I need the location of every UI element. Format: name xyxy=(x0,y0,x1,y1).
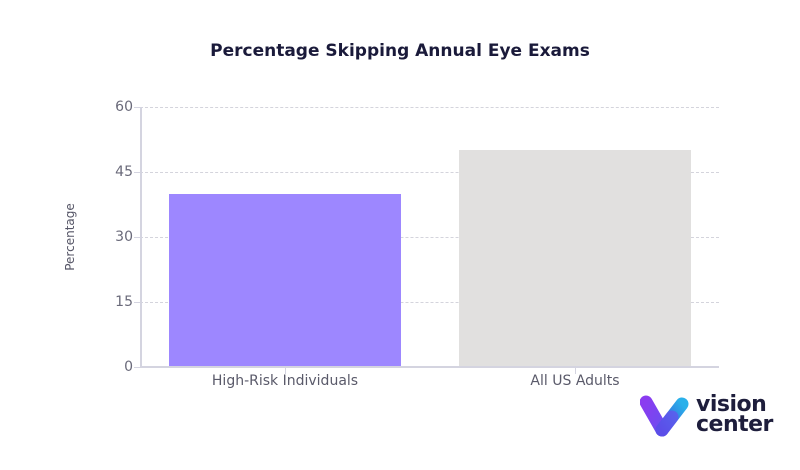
gridline-60 xyxy=(140,107,719,108)
ytick-label-30: 30 xyxy=(115,229,133,245)
ytick-45 xyxy=(134,172,140,173)
ytick-label-15: 15 xyxy=(115,294,133,310)
xtick-all-us xyxy=(575,368,576,374)
plot-area: 60 45 30 15 0 High-Risk Individuals All … xyxy=(115,99,719,389)
ytick-label-60: 60 xyxy=(115,99,133,115)
y-axis-label: Percentage xyxy=(63,203,77,271)
gridline-45 xyxy=(140,172,719,173)
gridline-15 xyxy=(140,302,719,303)
ytick-30 xyxy=(134,237,140,238)
ytick-60 xyxy=(134,107,140,108)
logo-text-vision: vision xyxy=(696,392,767,417)
ytick-label-45: 45 xyxy=(115,164,133,180)
ytick-15 xyxy=(134,302,140,303)
gridline-30 xyxy=(140,237,719,238)
v-logo-icon xyxy=(640,395,689,437)
logo-text-center: center xyxy=(696,412,773,437)
bar-all-us-adults xyxy=(459,150,691,367)
xtick-high-risk xyxy=(285,368,286,374)
x-axis-line xyxy=(140,366,719,368)
xtick-label-high-risk: High-Risk Individuals xyxy=(211,373,359,389)
chart-title: Percentage Skipping Annual Eye Exams xyxy=(210,41,590,61)
ytick-label-0: 0 xyxy=(124,359,133,375)
bar-high-risk-individuals xyxy=(169,193,401,367)
y-axis-line xyxy=(140,107,142,367)
ytick-0 xyxy=(134,367,140,368)
xtick-label-all-us: All US Adults xyxy=(530,373,620,389)
vision-center-logo: vision center xyxy=(640,392,790,440)
